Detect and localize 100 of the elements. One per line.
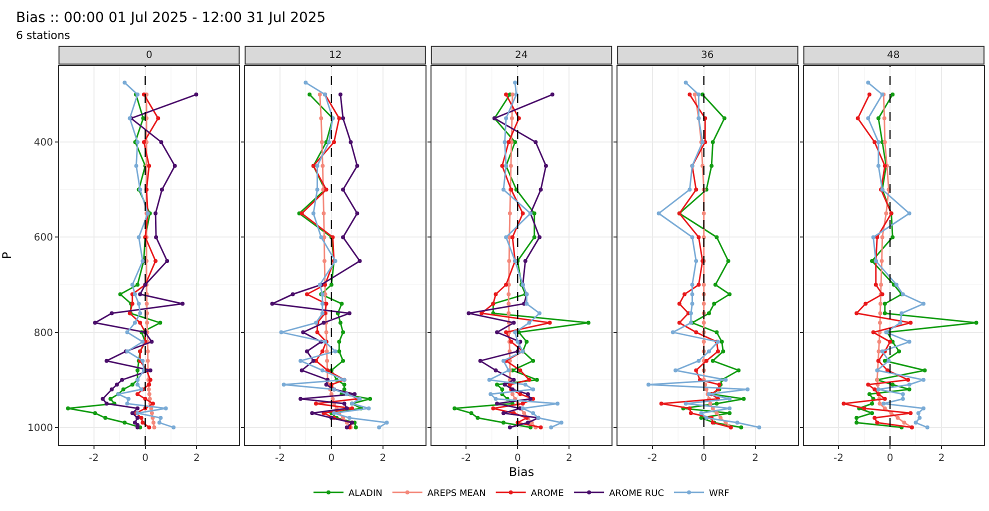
point [688,188,692,192]
text: 12 [329,50,342,61]
point [531,387,536,392]
point [531,358,536,363]
point [504,116,508,120]
point [504,235,508,240]
point [150,340,154,344]
point [120,378,124,382]
legend-label: AREPS MEAN [427,488,486,499]
point [144,302,149,306]
point [696,235,701,240]
point [531,411,536,416]
point [879,282,884,287]
point [180,302,185,306]
point [348,140,353,144]
point [500,387,504,392]
point [513,140,518,144]
point [878,311,882,316]
point [921,378,926,382]
point [684,402,688,406]
point [315,164,320,168]
point [524,302,529,306]
point [690,235,694,240]
point [136,282,140,287]
point [896,416,900,420]
point [713,282,718,287]
x-tick-label: -2 [88,453,99,464]
point [136,416,140,420]
point [172,425,176,430]
point [538,425,543,430]
point [108,396,112,401]
point [704,358,708,363]
point [659,402,664,406]
point [712,302,716,306]
point [726,258,730,263]
point [504,282,508,287]
point [469,411,474,416]
point [512,378,516,382]
point [696,92,701,97]
text: 24 [515,50,528,61]
point [710,358,715,363]
point [907,211,912,216]
point [710,140,715,144]
point [526,392,530,396]
point [694,188,698,192]
point [352,392,357,396]
point [704,416,708,420]
point [338,92,342,97]
point [136,392,140,396]
x-tick-label: 2 [566,453,572,464]
point [147,164,152,168]
point [866,80,870,85]
point [337,116,342,120]
y-axis-title: P [0,252,14,260]
point [714,235,719,240]
point [888,340,892,344]
point [550,92,554,97]
point [279,330,284,334]
legend-label: AROME [530,488,564,499]
point [702,211,706,216]
point [194,92,198,97]
point [866,382,870,387]
point [746,387,750,392]
x-tick-label: 0 [886,453,894,464]
point [688,311,693,316]
point [736,368,741,372]
point [872,416,877,420]
point [512,320,516,325]
point [494,368,498,372]
point [538,188,543,192]
chart-subtitle: 6 stations [16,29,70,42]
point [341,188,346,192]
point [501,420,506,425]
point [342,382,346,387]
x-tick-label: 2 [194,453,200,464]
point [724,378,728,382]
point [100,396,105,401]
point [874,282,878,287]
point [154,235,158,240]
point [338,320,342,325]
point [906,378,910,382]
point [694,330,698,334]
point [880,349,884,354]
point [332,140,336,144]
point [907,382,912,387]
point [494,396,498,401]
point [478,358,482,363]
point [722,116,726,120]
point [735,420,740,425]
point [507,258,512,263]
point [315,188,320,192]
point [325,358,330,363]
point [148,396,152,401]
point [130,282,134,287]
point [684,80,688,85]
point [314,402,318,406]
x-tick-label: 2 [752,453,759,464]
point [501,411,506,416]
point [506,311,511,316]
point [151,420,156,425]
